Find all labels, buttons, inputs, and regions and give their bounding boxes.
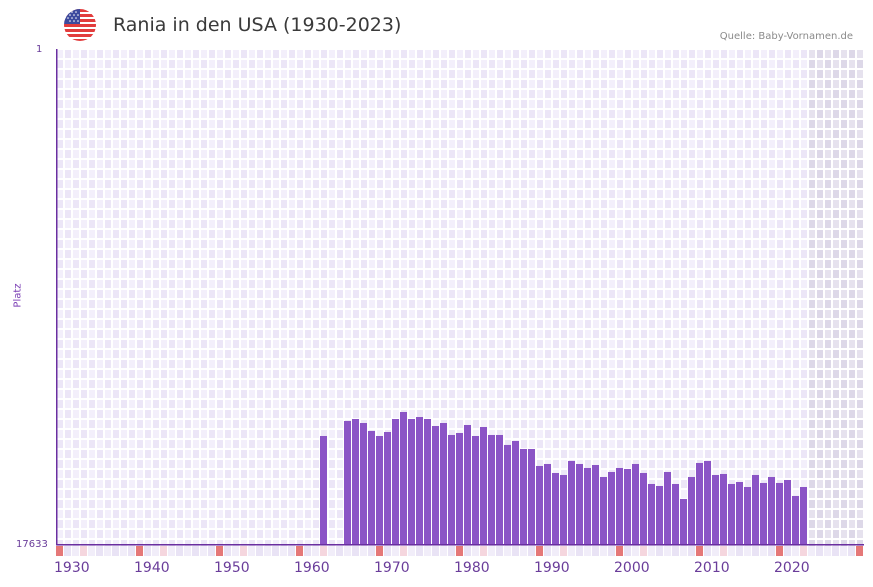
bar-2020: [776, 482, 783, 545]
bar-1984: [488, 434, 495, 545]
bar-1973: [400, 411, 407, 545]
bar-1994: [568, 460, 575, 545]
bar-2011: [704, 460, 711, 545]
x-tick-label: 2000: [614, 560, 650, 576]
bar-2005: [656, 485, 663, 545]
bar-1982: [472, 435, 479, 545]
bar-1981: [464, 424, 471, 545]
bar-1963: [320, 435, 327, 545]
bar-1989: [528, 448, 535, 545]
bar-2013: [720, 473, 727, 545]
x-axis-ticks: 1930 1940 1950 1960 1970 1980 1990 2000 2010 2020: [0, 560, 873, 580]
bar-1988: [520, 448, 527, 545]
bar-1978: [440, 422, 447, 545]
bar-2003: [640, 472, 647, 545]
bar-2002: [632, 463, 639, 545]
bar-2007: [672, 483, 679, 545]
bar-2014: [728, 483, 735, 545]
bar-2001: [624, 468, 631, 545]
x-tick-label: 1990: [534, 560, 570, 576]
bar-2006: [664, 471, 671, 545]
bar-2009: [688, 476, 695, 545]
bar-1991: [544, 463, 551, 545]
chart-plot-area: [56, 49, 864, 556]
bar-1997: [592, 464, 599, 545]
us-flag-icon: [64, 9, 96, 41]
bar-2008: [680, 498, 687, 545]
x-tick-label: 1940: [134, 560, 170, 576]
y-axis-bottom-label: 17633: [16, 539, 48, 550]
bar-2015: [736, 481, 743, 545]
bar-1972: [392, 419, 399, 545]
bar-1985: [496, 434, 503, 545]
bar-1987: [512, 440, 519, 545]
chart-title: Rania in den USA (1930-2023): [113, 14, 402, 36]
bar-1990: [536, 465, 543, 545]
source-credit: Quelle: Baby-Vornamen.de: [719, 31, 853, 42]
bar-1974: [408, 419, 415, 545]
bar-1967: [352, 419, 359, 545]
bar-1999: [608, 471, 615, 545]
bar-1998: [600, 476, 607, 545]
y-axis-top-label: 1: [36, 44, 43, 55]
x-tick-label: 1960: [294, 560, 330, 576]
bar-chart: [56, 49, 864, 556]
bar-2017: [752, 474, 759, 545]
bar-1971: [384, 431, 391, 545]
bar-1977: [432, 426, 439, 545]
x-axis-line: [56, 544, 864, 546]
bar-1970: [376, 435, 383, 545]
bar-1968: [360, 422, 367, 545]
bar-1992: [552, 472, 559, 545]
x-tick-label: 1950: [214, 560, 250, 576]
x-tick-label: 1980: [454, 560, 490, 576]
bar-1983: [480, 426, 487, 545]
bar-1979: [448, 434, 455, 545]
bar-1975: [416, 417, 423, 545]
bar-2023: [800, 486, 807, 545]
bar-2022: [792, 495, 799, 545]
bar-2010: [696, 462, 703, 545]
bar-2021: [784, 479, 791, 545]
bar-2012: [712, 474, 719, 545]
bar-2004: [648, 483, 655, 545]
bar-2019: [768, 476, 775, 545]
bar-1986: [504, 444, 511, 545]
x-tick-label: 1930: [54, 560, 90, 576]
y-axis-title: Platz: [12, 283, 24, 308]
x-tick-label: 2010: [694, 560, 730, 576]
bar-2016: [744, 486, 751, 545]
bar-1980: [456, 432, 463, 545]
x-tick-label: 1970: [374, 560, 410, 576]
bar-1966: [344, 421, 351, 545]
x-tick-label: 2020: [774, 560, 810, 576]
bar-2018: [760, 482, 767, 545]
bar-1969: [368, 430, 375, 545]
bar-1976: [424, 419, 431, 545]
y-axis-line: [56, 49, 58, 545]
bar-1995: [576, 463, 583, 545]
bar-2000: [616, 467, 623, 545]
bar-1993: [560, 474, 567, 545]
bar-1996: [584, 467, 591, 545]
